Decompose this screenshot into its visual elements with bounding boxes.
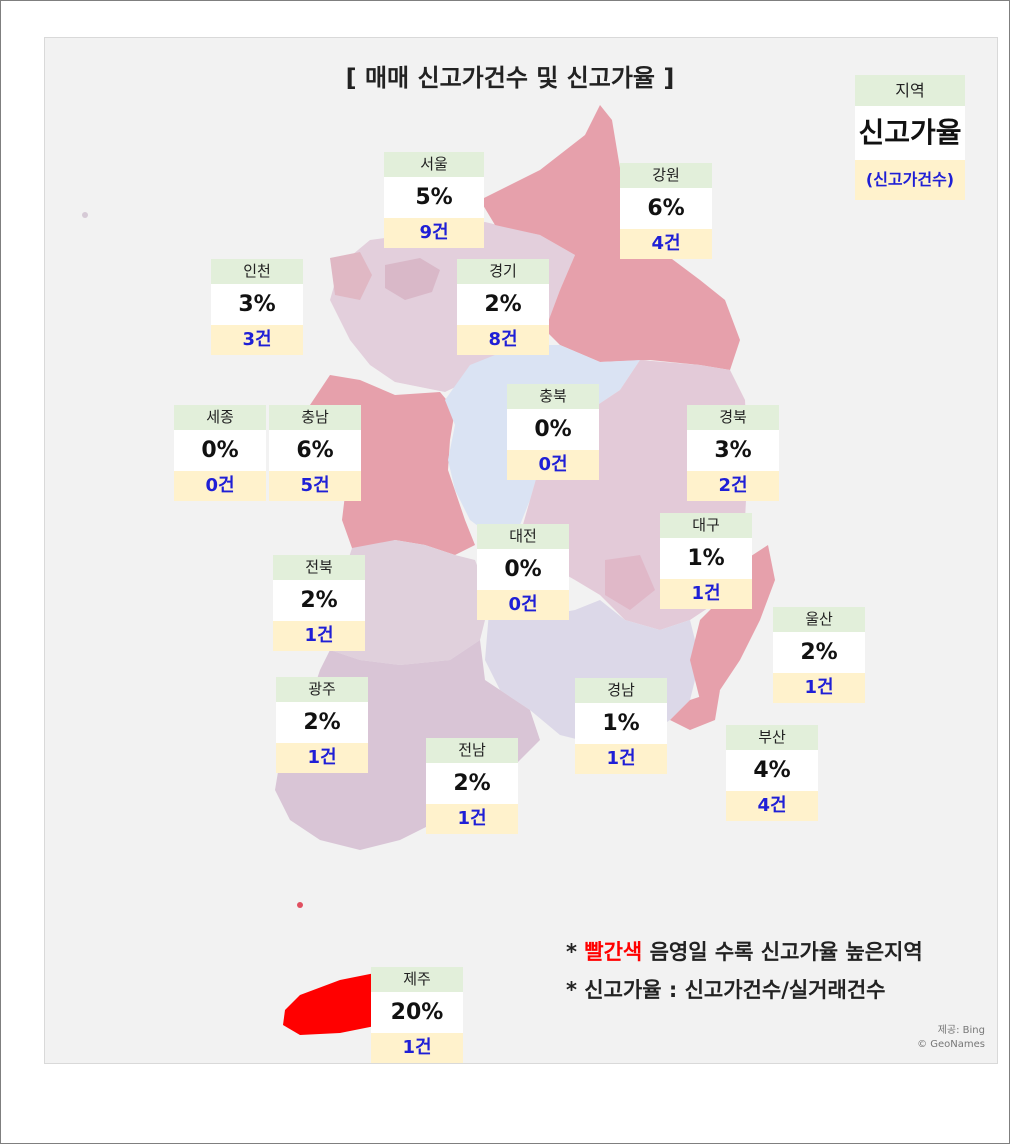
region-rate: 3% [211, 284, 303, 325]
region-rate: 1% [575, 703, 667, 744]
region-rate: 2% [276, 702, 368, 743]
region-box-daegu: 대구 1% 1건 [660, 513, 752, 609]
region-rate: 2% [773, 632, 865, 673]
region-box-jeonbuk: 전북 2% 1건 [273, 555, 365, 651]
region-count: 3건 [211, 325, 303, 355]
region-rate: 20% [371, 992, 463, 1033]
map-title: [ 매매 신고가건수 및 신고가율 ] [345, 64, 675, 92]
region-daegu [605, 555, 655, 610]
region-name: 인천 [211, 259, 303, 284]
island-dot [82, 212, 88, 218]
region-name: 전남 [426, 738, 518, 763]
region-count: 1건 [575, 744, 667, 774]
region-jeju [283, 972, 400, 1035]
region-count: 4건 [726, 791, 818, 821]
region-box-busan: 부산 4% 4건 [726, 725, 818, 821]
region-count: 2건 [687, 471, 779, 501]
region-count: 8건 [457, 325, 549, 355]
region-incheon [330, 252, 372, 300]
region-count: 1건 [660, 579, 752, 609]
region-box-gyeongnam: 경남 1% 1건 [575, 678, 667, 774]
region-name: 경기 [457, 259, 549, 284]
region-count: 9건 [384, 218, 484, 248]
region-name: 대구 [660, 513, 752, 538]
region-rate: 6% [269, 430, 361, 471]
region-box-gyeongbuk: 경북 3% 2건 [687, 405, 779, 501]
region-box-chungnam: 충남 6% 5건 [269, 405, 361, 501]
region-rate: 6% [620, 188, 712, 229]
region-box-jeju: 제주 20% 1건 [371, 967, 463, 1063]
region-count: 1건 [773, 673, 865, 703]
region-name: 경북 [687, 405, 779, 430]
region-count: 1건 [273, 621, 365, 651]
note-shading: * 빨간색 음영일 수록 신고가율 높은지역 [566, 936, 923, 966]
island-dot [297, 902, 303, 908]
legend-box: 지역 신고가율 (신고가건수) [855, 75, 965, 200]
region-name: 강원 [620, 163, 712, 188]
region-name: 전북 [273, 555, 365, 580]
region-rate: 0% [174, 430, 266, 471]
region-box-gangwon: 강원 6% 4건 [620, 163, 712, 259]
region-box-gyeonggi: 경기 2% 8건 [457, 259, 549, 355]
region-box-chungbuk: 충북 0% 0건 [507, 384, 599, 480]
region-rate: 0% [477, 549, 569, 590]
region-rate: 2% [426, 763, 518, 804]
note-formula: * 신고가율 : 신고가건수/실거래건수 [566, 978, 886, 1002]
region-count: 0건 [174, 471, 266, 501]
region-box-daejeon: 대전 0% 0건 [477, 524, 569, 620]
credit-provider: 제공: Bing [937, 1025, 985, 1036]
region-name: 세종 [174, 405, 266, 430]
region-count: 1건 [371, 1033, 463, 1063]
region-name: 경남 [575, 678, 667, 703]
region-rate: 0% [507, 409, 599, 450]
region-rate: 2% [457, 284, 549, 325]
region-rate: 2% [273, 580, 365, 621]
region-gangwon [480, 105, 740, 370]
region-count: 0건 [507, 450, 599, 480]
credit-geonames: © GeoNames [917, 1039, 985, 1050]
region-box-incheon: 인천 3% 3건 [211, 259, 303, 355]
region-busan [670, 690, 720, 730]
region-name: 부산 [726, 725, 818, 750]
legend-count-label: (신고가건수) [855, 160, 965, 200]
note-red-word: 빨간색 [584, 940, 643, 964]
region-box-jeonnam: 전남 2% 1건 [426, 738, 518, 834]
region-count: 1건 [426, 804, 518, 834]
region-name: 제주 [371, 967, 463, 992]
region-count: 1건 [276, 743, 368, 773]
region-name: 울산 [773, 607, 865, 632]
region-rate: 1% [660, 538, 752, 579]
region-box-seoul: 서울 5% 9건 [384, 152, 484, 248]
region-count: 0건 [477, 590, 569, 620]
region-box-ulsan: 울산 2% 1건 [773, 607, 865, 703]
region-box-gwangju: 광주 2% 1건 [276, 677, 368, 773]
note-rest: 음영일 수록 신고가율 높은지역 [642, 940, 923, 964]
note-prefix: * [566, 940, 585, 964]
region-name: 서울 [384, 152, 484, 177]
region-name: 대전 [477, 524, 569, 549]
map-credit: 제공: Bing © GeoNames [905, 1024, 985, 1052]
region-name: 광주 [276, 677, 368, 702]
region-rate: 3% [687, 430, 779, 471]
legend-region-label: 지역 [855, 75, 965, 106]
legend-rate-label: 신고가율 [855, 106, 965, 160]
region-name: 충북 [507, 384, 599, 409]
region-rate: 5% [384, 177, 484, 218]
region-count: 5건 [269, 471, 361, 501]
region-ulsan [690, 545, 775, 700]
region-box-sejong: 세종 0% 0건 [174, 405, 266, 501]
region-seoul [385, 258, 440, 300]
region-count: 4건 [620, 229, 712, 259]
region-name: 충남 [269, 405, 361, 430]
region-rate: 4% [726, 750, 818, 791]
